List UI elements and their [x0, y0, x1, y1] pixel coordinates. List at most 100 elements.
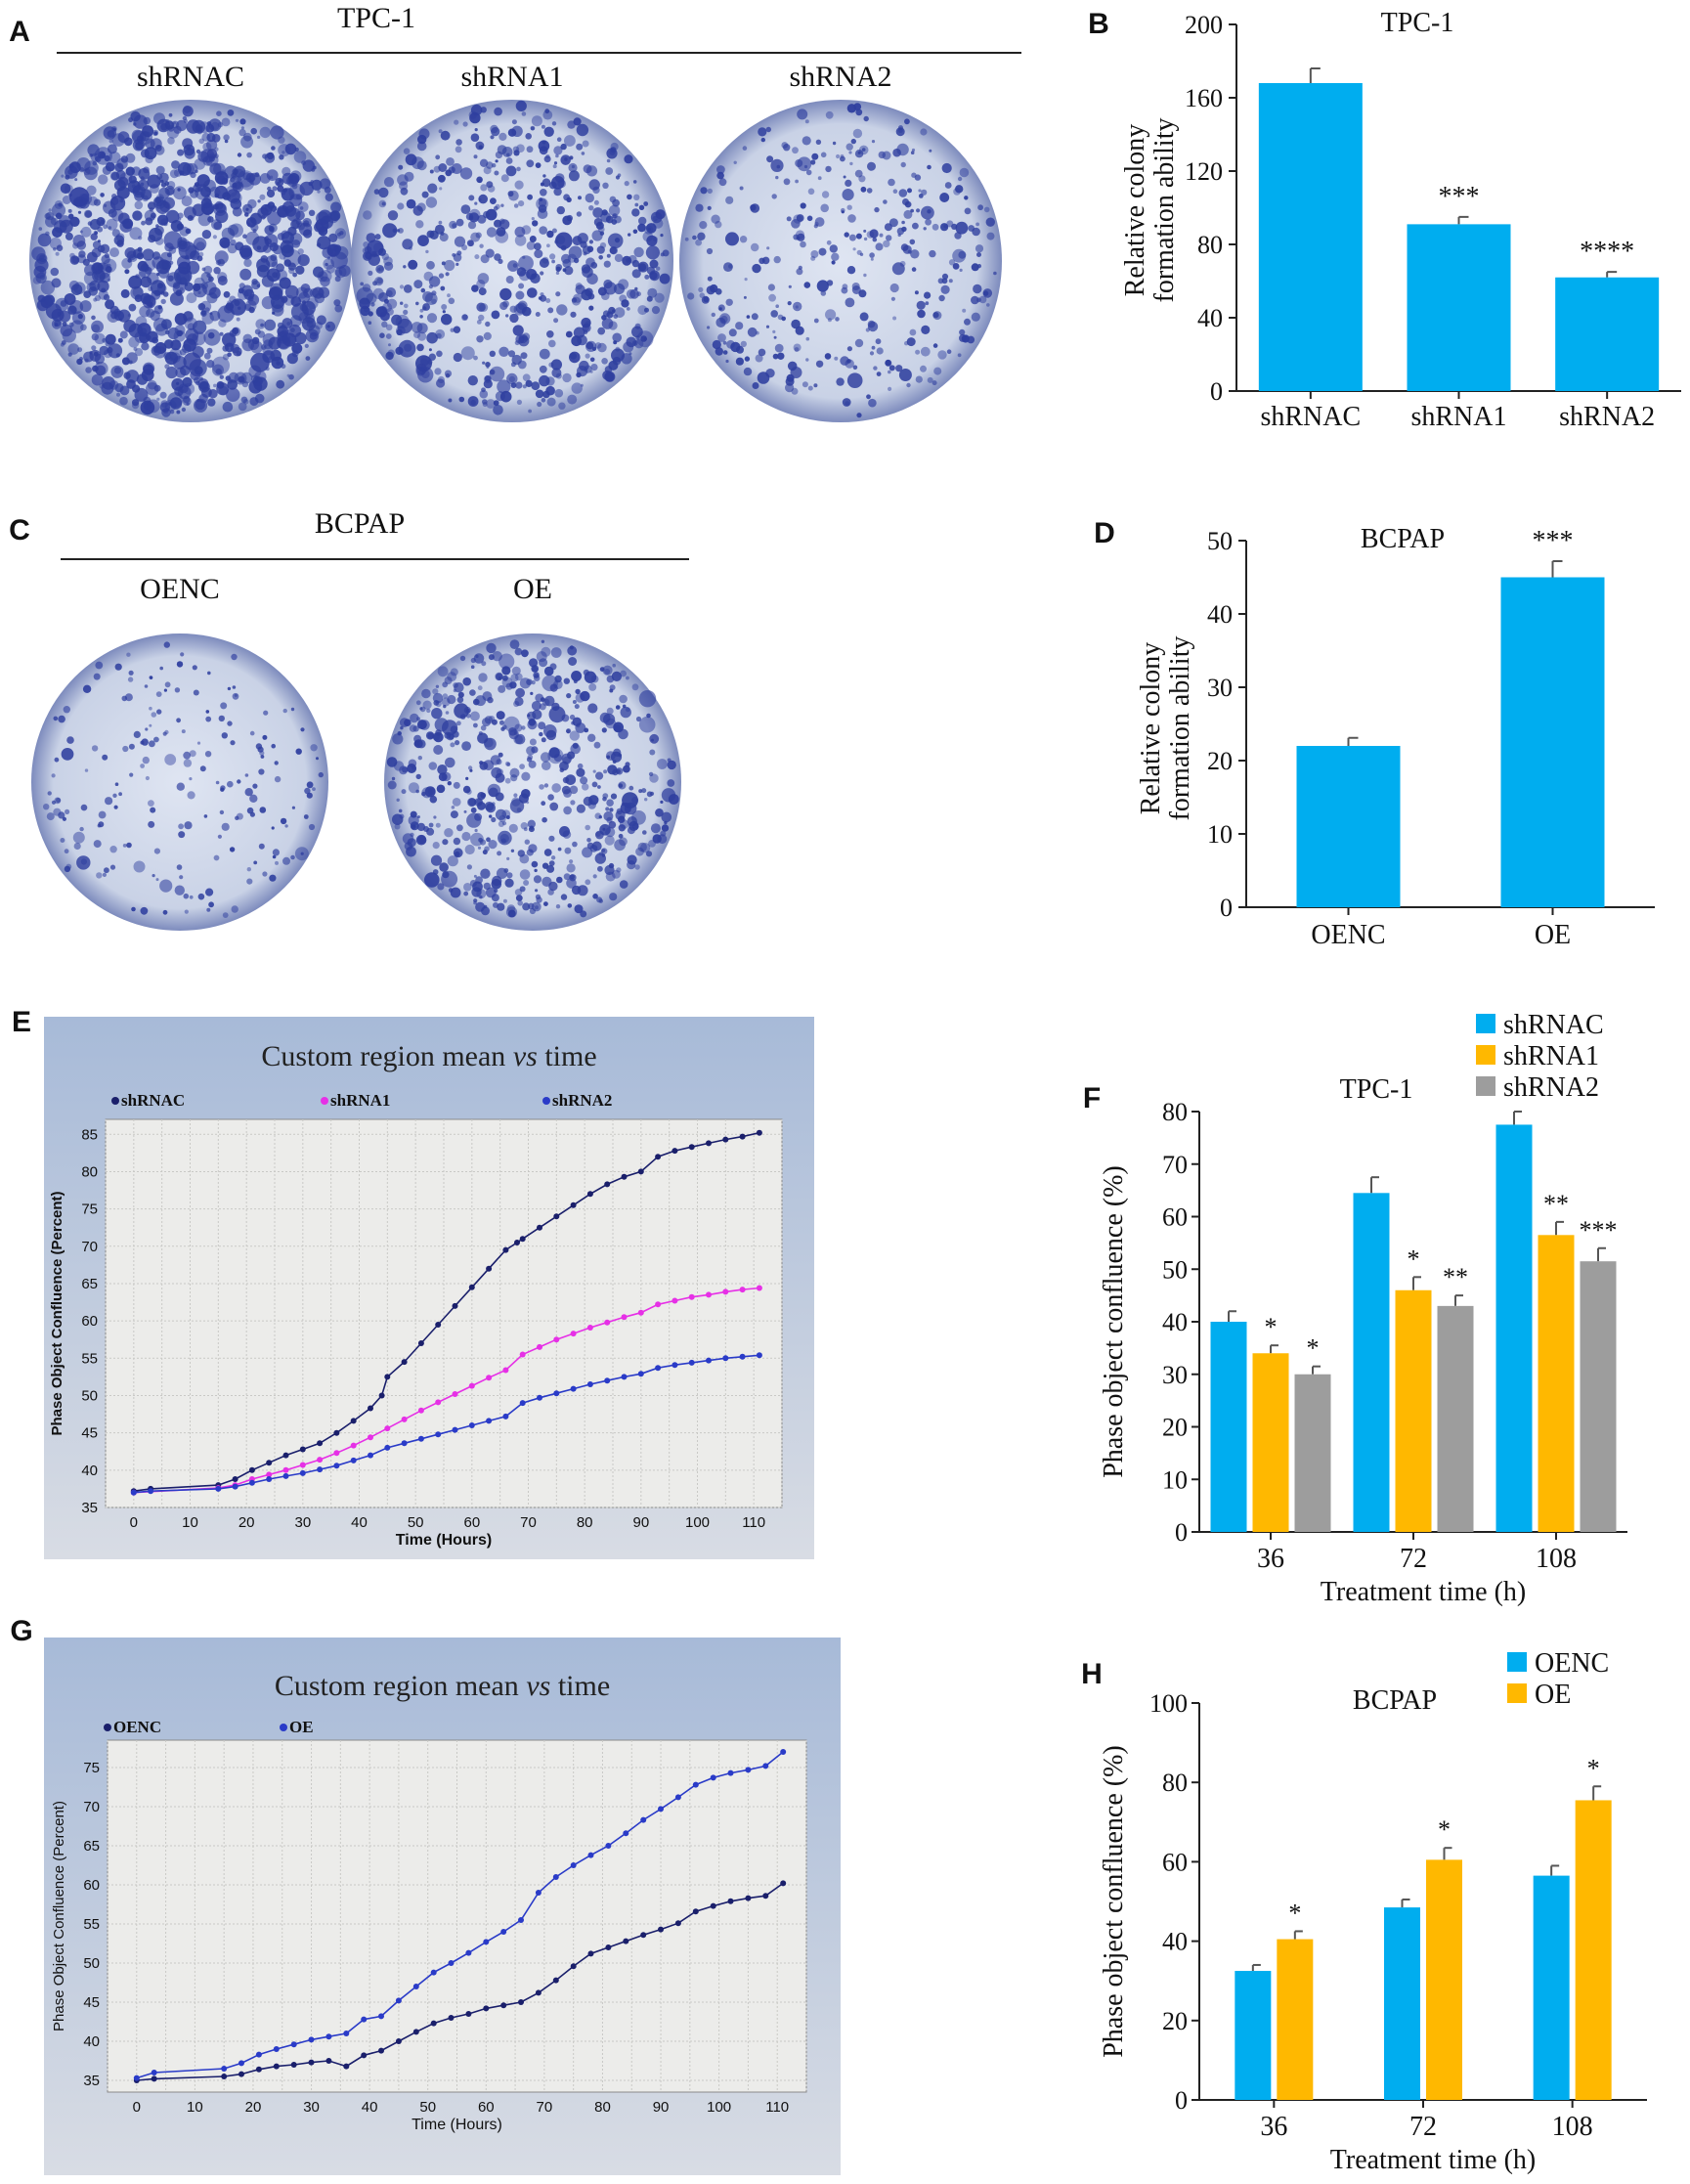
- colony: [46, 812, 55, 821]
- colony: [69, 161, 81, 174]
- colony: [478, 837, 483, 843]
- y-tick-label: 80: [1197, 231, 1223, 259]
- colony: [183, 759, 193, 767]
- chart-title: Custom region mean vs time: [261, 1040, 596, 1072]
- colony: [507, 350, 516, 358]
- colony: [468, 110, 477, 119]
- colony: [478, 197, 482, 201]
- legend-swatch: [1507, 1652, 1527, 1672]
- colony: [412, 156, 424, 170]
- colony: [162, 909, 168, 915]
- significance-label: **: [1443, 1263, 1468, 1291]
- data-point: [706, 1140, 712, 1147]
- colony: [306, 792, 313, 799]
- colony: [151, 345, 161, 356]
- colony: [501, 666, 511, 676]
- colony: [473, 653, 485, 664]
- colony: [442, 839, 449, 846]
- data-point: [739, 1287, 746, 1293]
- x-tick-label: 50: [419, 2099, 436, 2116]
- colony: [910, 249, 920, 259]
- data-point: [273, 2046, 280, 2052]
- colony: [849, 161, 853, 166]
- colony: [760, 137, 765, 143]
- colony: [491, 816, 497, 823]
- colony: [571, 164, 576, 169]
- data-point: [255, 2051, 262, 2058]
- colony: [433, 745, 444, 755]
- legend-entry: shRNA1: [330, 1091, 390, 1110]
- colony: [438, 273, 445, 279]
- colony: [179, 286, 184, 291]
- colony: [842, 398, 851, 407]
- colony: [406, 198, 416, 209]
- colony: [73, 842, 81, 851]
- x-tick-label: 0: [130, 1514, 138, 1531]
- colony: [246, 878, 253, 885]
- colony: [219, 374, 224, 379]
- colony: [902, 198, 909, 205]
- colony: [515, 334, 525, 344]
- colony: [513, 303, 526, 316]
- colony: [483, 379, 493, 389]
- colony: [301, 300, 316, 316]
- colony: [260, 255, 269, 263]
- colony: [620, 670, 627, 677]
- colony: [387, 349, 395, 357]
- data-point: [483, 1939, 490, 1945]
- colony: [189, 895, 194, 899]
- colony: [452, 223, 457, 229]
- colony: [746, 315, 751, 319]
- y-tick-label: 0: [1210, 377, 1223, 406]
- colony: [58, 811, 65, 819]
- colony: [986, 232, 995, 240]
- legend-swatch: [1476, 1045, 1495, 1065]
- colony: [93, 198, 101, 206]
- colony: [548, 835, 555, 842]
- colony: [571, 671, 583, 681]
- colony: [246, 152, 252, 158]
- colony: [585, 193, 594, 203]
- colony: [609, 246, 618, 254]
- colony: [223, 290, 231, 298]
- colony: [667, 758, 672, 763]
- colony: [558, 402, 566, 410]
- colony: [577, 334, 587, 346]
- y-tick-label: 100: [1149, 1689, 1188, 1718]
- colony: [863, 237, 868, 241]
- colony: [576, 143, 584, 151]
- colony: [60, 342, 65, 347]
- colony: [73, 282, 86, 295]
- data-point: [745, 1767, 752, 1773]
- colony: [206, 347, 213, 354]
- colony: [901, 220, 905, 225]
- colony: [777, 352, 785, 360]
- colony: [498, 653, 515, 670]
- colony: [233, 346, 242, 357]
- colony: [498, 132, 507, 141]
- colony: [486, 161, 494, 169]
- colony: [91, 324, 101, 333]
- colony: [867, 161, 876, 171]
- colony: [524, 839, 530, 845]
- colony: [305, 356, 311, 361]
- colony: [96, 872, 103, 879]
- colony: [208, 901, 215, 908]
- colony: [608, 321, 618, 330]
- colony: [645, 245, 661, 260]
- colony: [964, 207, 972, 215]
- colony: [547, 889, 554, 895]
- colony: [553, 187, 562, 197]
- colony: [595, 771, 604, 780]
- colony: [479, 895, 483, 899]
- colony: [728, 328, 737, 337]
- colony: [113, 308, 121, 317]
- colony: [403, 309, 409, 315]
- colony: [977, 204, 983, 211]
- colony: [507, 260, 519, 272]
- colony: [221, 732, 228, 739]
- colony: [541, 801, 546, 807]
- colony: [494, 253, 501, 261]
- colony: [437, 666, 449, 677]
- colony: [415, 700, 421, 706]
